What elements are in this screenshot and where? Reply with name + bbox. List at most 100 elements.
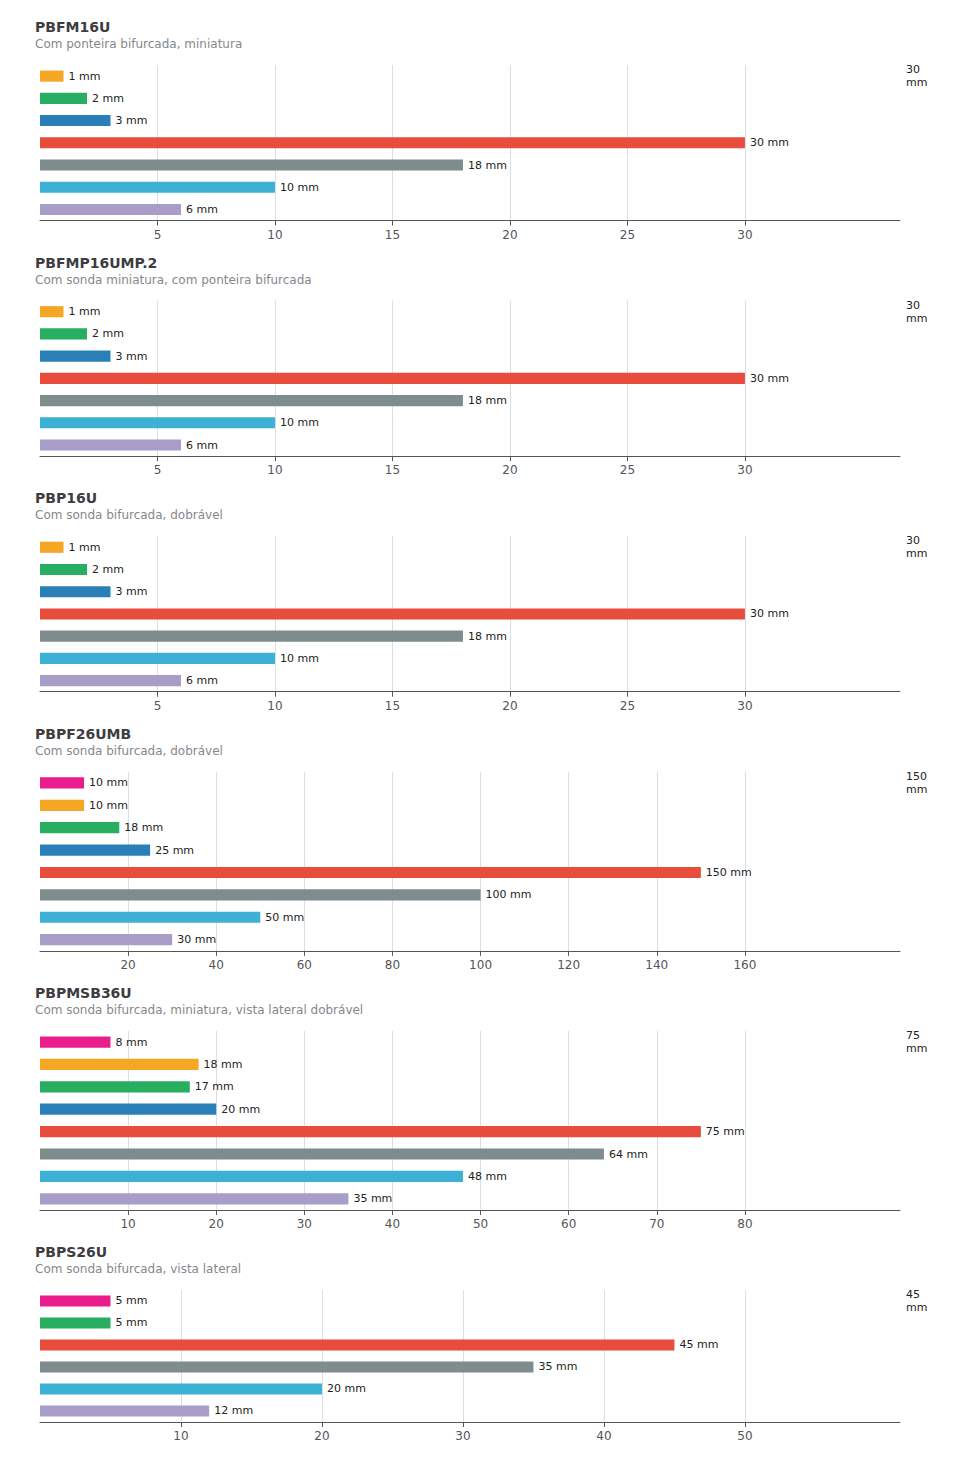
svg-text:30: 30 <box>297 1217 312 1231</box>
svg-text:45: 45 <box>906 1288 920 1301</box>
svg-text:20: 20 <box>502 699 517 713</box>
svg-text:Com sonda miniatura, com ponte: Com sonda miniatura, com ponteira bifurc… <box>35 273 312 287</box>
svg-text:6 mm: 6 mm <box>186 203 218 216</box>
svg-text:35 mm: 35 mm <box>538 1360 577 1373</box>
svg-text:18 mm: 18 mm <box>124 821 163 834</box>
svg-text:30: 30 <box>737 463 752 477</box>
svg-text:18 mm: 18 mm <box>204 1058 243 1071</box>
svg-text:Com sonda bifurcada, dobrável: Com sonda bifurcada, dobrável <box>35 508 223 522</box>
svg-text:2 mm: 2 mm <box>92 327 124 340</box>
svg-text:25: 25 <box>620 699 635 713</box>
svg-text:18 mm: 18 mm <box>468 394 507 407</box>
svg-text:mm: mm <box>906 76 927 89</box>
svg-text:8 mm: 8 mm <box>115 1036 147 1049</box>
svg-text:70: 70 <box>649 1217 664 1231</box>
svg-text:PBP16U: PBP16U <box>35 490 97 506</box>
svg-text:2 mm: 2 mm <box>92 92 124 105</box>
svg-text:30: 30 <box>906 299 920 312</box>
svg-text:25: 25 <box>620 228 635 242</box>
svg-text:Com ponteira bifurcada, miniat: Com ponteira bifurcada, miniatura <box>35 37 242 51</box>
svg-text:3 mm: 3 mm <box>115 114 147 127</box>
svg-text:5: 5 <box>154 228 162 242</box>
svg-text:100: 100 <box>469 958 492 972</box>
svg-text:30 mm: 30 mm <box>750 136 789 149</box>
svg-text:30 mm: 30 mm <box>177 933 216 946</box>
svg-text:5: 5 <box>154 463 162 477</box>
svg-text:25 mm: 25 mm <box>155 844 194 857</box>
svg-text:Com sonda bifurcada, miniatura: Com sonda bifurcada, miniatura, vista la… <box>35 1003 363 1017</box>
svg-text:3 mm: 3 mm <box>115 350 147 363</box>
svg-text:30 mm: 30 mm <box>750 607 789 620</box>
svg-text:35 mm: 35 mm <box>353 1192 392 1205</box>
svg-text:18 mm: 18 mm <box>468 159 507 172</box>
svg-text:160: 160 <box>733 958 756 972</box>
svg-text:75 mm: 75 mm <box>706 1125 745 1138</box>
svg-text:30: 30 <box>906 63 920 76</box>
svg-text:30: 30 <box>737 699 752 713</box>
svg-text:40: 40 <box>209 958 224 972</box>
svg-text:20 mm: 20 mm <box>221 1103 260 1116</box>
svg-text:40: 40 <box>596 1429 611 1443</box>
svg-text:20: 20 <box>502 463 517 477</box>
svg-text:20: 20 <box>209 1217 224 1231</box>
svg-text:30: 30 <box>737 228 752 242</box>
svg-text:10 mm: 10 mm <box>280 416 319 429</box>
svg-text:10 mm: 10 mm <box>280 652 319 665</box>
svg-text:20: 20 <box>502 228 517 242</box>
svg-text:6 mm: 6 mm <box>186 439 218 452</box>
svg-text:5 mm: 5 mm <box>115 1316 147 1329</box>
svg-text:10: 10 <box>267 699 282 713</box>
svg-text:12 mm: 12 mm <box>214 1404 253 1417</box>
svg-text:140: 140 <box>645 958 668 972</box>
svg-text:75: 75 <box>906 1029 920 1042</box>
svg-text:mm: mm <box>906 547 927 560</box>
svg-text:17 mm: 17 mm <box>195 1080 234 1093</box>
svg-text:120: 120 <box>557 958 580 972</box>
svg-text:20 mm: 20 mm <box>327 1382 366 1395</box>
svg-text:Com sonda bifurcada, vista lat: Com sonda bifurcada, vista lateral <box>35 1262 241 1276</box>
svg-text:10: 10 <box>267 228 282 242</box>
svg-text:2 mm: 2 mm <box>92 563 124 576</box>
svg-text:80: 80 <box>385 958 400 972</box>
svg-text:3 mm: 3 mm <box>115 585 147 598</box>
svg-text:50 mm: 50 mm <box>265 911 304 924</box>
svg-text:1 mm: 1 mm <box>68 541 100 554</box>
svg-text:PBFM16U: PBFM16U <box>35 19 110 35</box>
svg-text:mm: mm <box>906 1042 927 1055</box>
svg-text:40: 40 <box>385 1217 400 1231</box>
svg-text:10: 10 <box>267 463 282 477</box>
svg-text:6 mm: 6 mm <box>186 674 218 687</box>
svg-text:mm: mm <box>906 312 927 325</box>
svg-text:60: 60 <box>297 958 312 972</box>
svg-text:15: 15 <box>385 228 400 242</box>
svg-text:80: 80 <box>737 1217 752 1231</box>
svg-text:150: 150 <box>906 770 927 783</box>
svg-text:10 mm: 10 mm <box>89 799 128 812</box>
svg-text:50: 50 <box>737 1429 752 1443</box>
svg-text:1 mm: 1 mm <box>68 305 100 318</box>
svg-text:30: 30 <box>906 534 920 547</box>
svg-text:PBPS26U: PBPS26U <box>35 1244 107 1260</box>
svg-text:45 mm: 45 mm <box>679 1338 718 1351</box>
svg-text:20: 20 <box>314 1429 329 1443</box>
svg-text:5: 5 <box>154 699 162 713</box>
svg-text:5 mm: 5 mm <box>115 1294 147 1307</box>
svg-text:10: 10 <box>173 1429 188 1443</box>
svg-text:150 mm: 150 mm <box>706 866 752 879</box>
svg-text:10 mm: 10 mm <box>280 181 319 194</box>
svg-text:mm: mm <box>906 783 927 796</box>
svg-text:mm: mm <box>906 1301 927 1314</box>
svg-text:30: 30 <box>455 1429 470 1443</box>
svg-text:Com sonda bifurcada, dobrável: Com sonda bifurcada, dobrável <box>35 744 223 758</box>
svg-text:10: 10 <box>120 1217 135 1231</box>
svg-text:64 mm: 64 mm <box>609 1148 648 1161</box>
svg-text:48 mm: 48 mm <box>468 1170 507 1183</box>
svg-text:PBPF26UMB: PBPF26UMB <box>35 726 131 742</box>
svg-text:18 mm: 18 mm <box>468 630 507 643</box>
svg-text:15: 15 <box>385 463 400 477</box>
svg-text:PBFMP16UMP.2: PBFMP16UMP.2 <box>35 255 157 271</box>
svg-text:50: 50 <box>473 1217 488 1231</box>
svg-text:10 mm: 10 mm <box>89 776 128 789</box>
svg-text:15: 15 <box>385 699 400 713</box>
svg-text:25: 25 <box>620 463 635 477</box>
